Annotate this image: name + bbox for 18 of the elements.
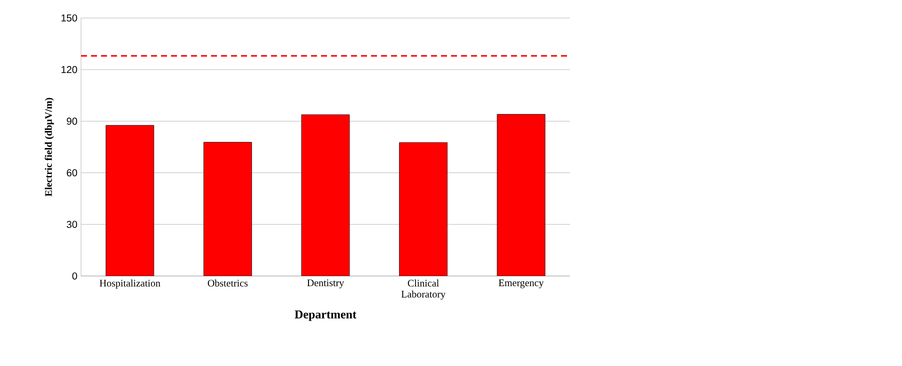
bar — [106, 125, 154, 276]
y-tick-label: 90 — [66, 118, 78, 125]
bar — [301, 114, 350, 276]
x-axis-title: Department — [294, 310, 356, 321]
x-tick-label: Dentistry — [307, 280, 344, 288]
bar — [204, 142, 252, 276]
x-tick-label: Emergency — [498, 280, 544, 288]
x-tick-label: Hospitalization — [100, 280, 160, 289]
y-axis-title: Electric field (dbµV/m) — [44, 98, 54, 196]
y-tick-label: 0 — [72, 272, 78, 280]
x-tick-label: Clinical Laboratory — [401, 280, 446, 300]
y-tick-label: 30 — [66, 220, 78, 228]
y-tick-label: 120 — [62, 66, 78, 74]
bar — [399, 142, 448, 276]
y-tick-label: 150 — [62, 14, 78, 22]
y-tick-label: 60 — [66, 169, 78, 176]
bar — [496, 114, 546, 276]
x-tick-label: Obstetrics — [208, 280, 248, 287]
